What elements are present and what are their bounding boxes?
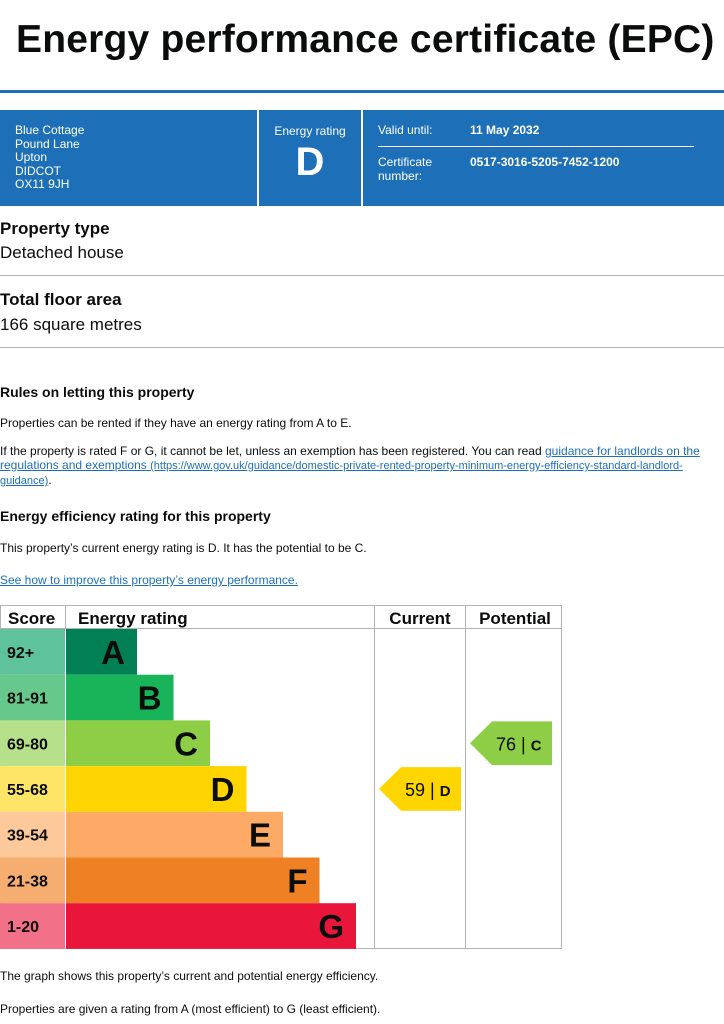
score-cell-d: [0, 766, 65, 812]
potential-rating-label: 76 | C: [496, 734, 542, 754]
banner-divider: [257, 110, 259, 206]
address-line: Upton: [15, 150, 48, 164]
energy-rating-graph: Score Energy rating Current Potential 92…: [0, 605, 562, 949]
potential-rating-arrow: [470, 721, 552, 766]
band-letter-a: A: [101, 634, 125, 671]
banner-rule: [378, 146, 694, 147]
score-cell-c: [0, 720, 65, 767]
band-letter-c: C: [174, 725, 198, 762]
score-label-d: 55-68: [7, 782, 48, 799]
band-bar-f: [66, 857, 320, 904]
score-label-f: 21-38: [7, 873, 48, 890]
score-cell-a: [0, 629, 65, 675]
property-address: Blue Cottage Pound Lane Upton DIDCOT OX1…: [15, 123, 85, 192]
letting-para-2-text: If the property is rated F or G, it cann…: [0, 444, 545, 458]
epc-summary-banner: Blue Cottage Pound Lane Upton DIDCOT OX1…: [0, 110, 724, 206]
valid-until-date: 11 May 2032: [470, 123, 540, 137]
band-bar-b: [66, 674, 174, 721]
potential-column-header: Potential: [479, 609, 551, 628]
current-column-header: Current: [389, 609, 451, 628]
address-line: Pound Lane: [15, 136, 80, 151]
band-bar-g: [66, 903, 356, 949]
certificate-number-label: Certificate number:: [378, 155, 433, 183]
title-rule: [0, 90, 724, 93]
address-line: OX11 9JH: [15, 177, 70, 191]
rating-bands: 92+ A 81-91 B 69-80 C 55-68 D 39-54 E 21-38 F 1-20 G: [0, 629, 356, 949]
letting-heading: Rules on letting this property: [0, 384, 195, 400]
efficiency-heading: Energy efficiency rating for this proper…: [0, 508, 271, 524]
efficiency-para: This property’s current energy rating is…: [0, 541, 367, 555]
band-bar-d: [66, 766, 247, 812]
score-column-header: Score: [8, 609, 55, 628]
floor-area-heading: Total floor area: [0, 290, 122, 309]
graph-grid: [0, 605, 562, 949]
landlord-guidance-url[interactable]: (https://www.gov.uk/guidance/domestic-pr…: [0, 460, 683, 487]
score-label-a: 92+: [7, 645, 34, 662]
energy-rating-letter: D: [295, 140, 325, 184]
page-title: Energy performance certificate (EPC): [16, 18, 715, 61]
certificate-number: 0517-3016-5205-7452-1200: [470, 155, 620, 169]
improve-performance-link[interactable]: See how to improve this property’s energ…: [0, 573, 298, 587]
score-label-b: 81-91: [7, 691, 48, 708]
section-divider: [0, 275, 724, 276]
band-bar-a: [66, 629, 137, 675]
address-line: Blue Cottage: [15, 123, 85, 137]
score-label-c: 69-80: [7, 736, 48, 753]
letting-para-2: If the property is rated F or G, it cann…: [0, 444, 722, 488]
address-line: DIDCOT: [15, 163, 61, 178]
footer-para-1: The graph shows this property’s current …: [0, 969, 379, 983]
rating-markers: 59 | D 76 | C: [379, 721, 552, 811]
footer-para-2: Properties are given a rating from A (mo…: [0, 1002, 381, 1016]
floor-area-value: 166 square metres: [0, 315, 142, 334]
rating-column-header: Energy rating: [78, 609, 188, 628]
section-divider: [0, 347, 724, 348]
current-rating-arrow: [379, 767, 461, 811]
score-cell-f: [0, 857, 65, 904]
banner-divider: [361, 110, 363, 206]
band-letter-d: D: [211, 771, 235, 808]
current-rating-label: 59 | D: [405, 780, 451, 800]
valid-until-label: Valid until:: [378, 123, 433, 137]
score-cell-g: [0, 903, 65, 949]
score-cell-b: [0, 674, 65, 721]
band-letter-b: B: [138, 680, 162, 717]
landlord-guidance-link[interactable]: guidance for landlords on the regulation…: [0, 444, 700, 487]
letting-para-1: Properties can be rented if they have an…: [0, 416, 352, 430]
property-type-value: Detached house: [0, 243, 124, 262]
band-letter-e: E: [249, 817, 271, 854]
property-type-heading: Property type: [0, 219, 110, 238]
band-bar-c: [66, 720, 210, 767]
band-letter-g: G: [318, 908, 344, 945]
score-cell-e: [0, 811, 65, 858]
letting-para-2-end: .: [48, 473, 52, 487]
score-label-e: 39-54: [7, 828, 48, 845]
energy-rating-label: Energy rating: [274, 124, 346, 138]
band-bar-e: [66, 811, 283, 858]
band-letter-f: F: [287, 862, 307, 899]
score-label-g: 1-20: [7, 919, 39, 936]
